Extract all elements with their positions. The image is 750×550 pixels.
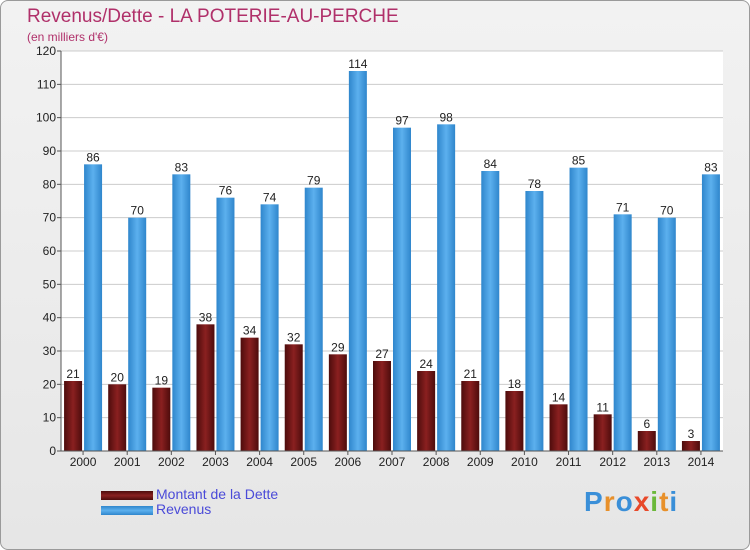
x-tick-label: 2011 xyxy=(556,455,582,469)
bar-revenus xyxy=(216,197,235,451)
bar-revenus xyxy=(172,174,191,452)
x-tick-label: 2005 xyxy=(290,455,317,469)
bar-dette xyxy=(461,381,480,451)
x-tick-label: 2008 xyxy=(423,455,450,469)
data-label: 71 xyxy=(616,200,630,214)
chart-title: Revenus/Dette - LA POTERIE-AU-PERCHE xyxy=(27,6,399,27)
data-label: 14 xyxy=(552,390,566,404)
bar-revenus xyxy=(525,191,544,451)
data-label: 32 xyxy=(287,330,301,344)
data-label: 24 xyxy=(419,357,433,371)
bar-revenus xyxy=(128,217,147,451)
data-label: 114 xyxy=(348,57,367,71)
data-label: 29 xyxy=(331,340,345,354)
data-label: 70 xyxy=(131,204,145,218)
data-label: 19 xyxy=(155,374,169,388)
bar-dette xyxy=(373,361,391,451)
bar-dette xyxy=(681,441,700,451)
x-tick-label: 2013 xyxy=(643,455,670,469)
y-tick-label: 90 xyxy=(43,144,57,158)
x-tick-label: 2014 xyxy=(688,455,715,469)
legend-label-dette: Montant de la Dette xyxy=(156,486,279,502)
x-tick-label: 2000 xyxy=(70,455,97,469)
bar-revenus xyxy=(481,171,500,451)
data-label: 86 xyxy=(86,150,100,164)
y-tick-label: 120 xyxy=(36,44,56,58)
data-label: 20 xyxy=(111,370,125,384)
data-label: 21 xyxy=(464,367,478,381)
bar-revenus xyxy=(437,124,456,451)
bar-dette xyxy=(284,344,303,451)
x-tick-label: 2001 xyxy=(114,455,141,469)
data-label: 27 xyxy=(375,347,389,361)
x-tick-label: 2006 xyxy=(335,455,362,469)
y-tick-label: 70 xyxy=(43,211,57,225)
bar-dette xyxy=(593,414,612,451)
y-tick-label: 100 xyxy=(36,111,56,125)
x-tick-label: 2010 xyxy=(511,455,538,469)
legend-label-revenus: Revenus xyxy=(156,501,212,517)
data-label: 3 xyxy=(688,427,695,441)
x-tick-label: 2007 xyxy=(379,455,406,469)
data-label: 11 xyxy=(596,400,609,414)
bar-dette xyxy=(549,404,568,451)
data-label: 97 xyxy=(395,114,409,128)
y-tick-label: 10 xyxy=(43,411,57,425)
data-label: 83 xyxy=(704,160,718,174)
x-tick-label: 2012 xyxy=(599,455,626,469)
data-label: 83 xyxy=(175,160,189,174)
bar-dette xyxy=(637,431,656,451)
data-label: 18 xyxy=(508,377,522,391)
x-tick-label: 2004 xyxy=(246,455,273,469)
bar-revenus xyxy=(613,214,632,451)
bar-revenus xyxy=(84,164,103,452)
data-label: 74 xyxy=(263,190,277,204)
x-tick-label: 2009 xyxy=(467,455,494,469)
bar-revenus xyxy=(393,127,411,452)
y-tick-label: 50 xyxy=(43,277,57,291)
bar-dette xyxy=(240,337,259,451)
y-tick-label: 110 xyxy=(37,77,56,91)
y-tick-label: 40 xyxy=(43,311,57,325)
data-label: 34 xyxy=(243,324,257,338)
legend-swatch-revenus xyxy=(101,506,153,515)
data-label: 85 xyxy=(572,154,586,168)
bar-revenus xyxy=(701,174,720,452)
data-label: 76 xyxy=(219,184,233,198)
bar-dette xyxy=(417,371,436,451)
y-tick-label: 80 xyxy=(43,177,57,191)
bar-revenus xyxy=(348,71,367,451)
bar-dette xyxy=(108,384,127,451)
data-label: 84 xyxy=(484,157,498,171)
y-tick-label: 20 xyxy=(43,377,57,391)
bar-dette xyxy=(328,354,347,451)
bar-dette xyxy=(64,381,83,451)
data-label: 98 xyxy=(439,110,453,124)
data-label: 78 xyxy=(528,177,542,191)
chart-subtitle: (en milliers d'€) xyxy=(27,30,108,44)
x-tick-label: 2002 xyxy=(158,455,185,469)
y-tick-label: 0 xyxy=(49,444,56,458)
y-tick-label: 30 xyxy=(43,344,57,358)
bar-dette xyxy=(505,391,524,451)
data-label: 70 xyxy=(660,204,674,218)
data-label: 21 xyxy=(66,367,80,381)
y-tick-label: 60 xyxy=(43,244,57,258)
bar-revenus xyxy=(260,204,279,451)
data-label: 6 xyxy=(643,417,650,431)
proxiti-logo: Proxiti xyxy=(584,486,679,517)
bar-dette xyxy=(196,324,215,451)
bar-dette xyxy=(152,387,171,451)
legend-swatch-dette xyxy=(101,491,153,500)
data-label: 38 xyxy=(199,310,213,324)
x-tick-label: 2003 xyxy=(202,455,229,469)
bar-revenus xyxy=(657,217,676,451)
bar-revenus xyxy=(304,187,323,451)
data-label: 79 xyxy=(307,174,321,188)
bar-revenus xyxy=(569,167,588,451)
